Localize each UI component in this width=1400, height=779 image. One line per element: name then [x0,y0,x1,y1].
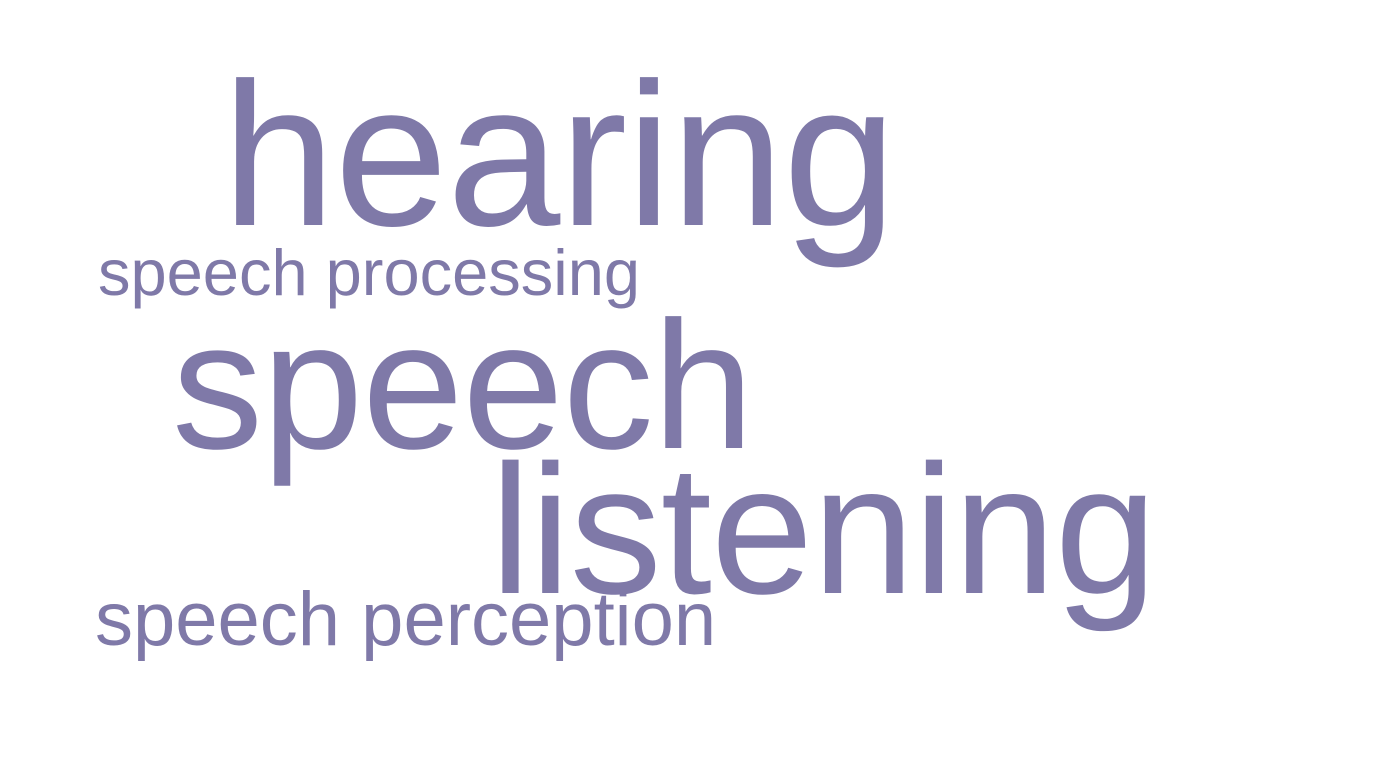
word-speech: speech [172,283,754,487]
word-speech-perception: speech perception [95,577,717,662]
word-listening: listening [490,426,1157,632]
word-hearing: hearing [222,41,897,269]
word-speech-processing: speech processing [98,236,640,309]
